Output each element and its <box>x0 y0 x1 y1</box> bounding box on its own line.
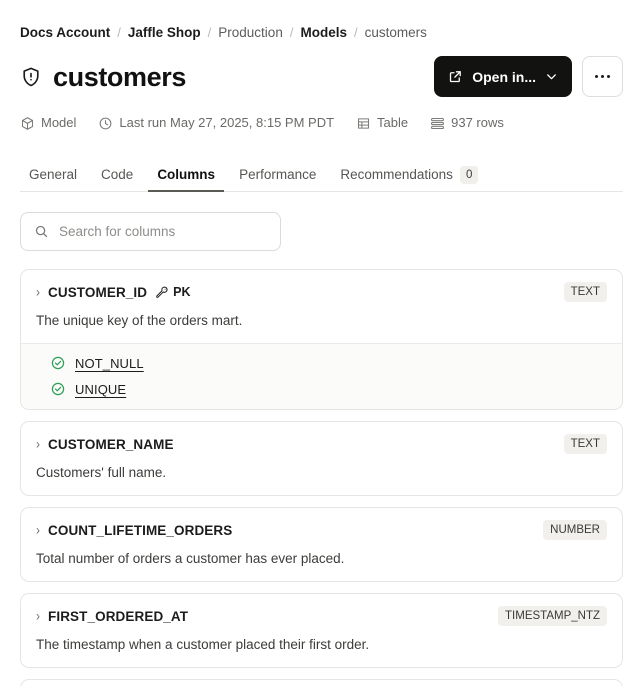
page-header: customers Open in... <box>20 56 623 97</box>
tab-general[interactable]: General <box>20 159 86 192</box>
breadcrumb-separator: / <box>117 25 121 40</box>
breadcrumb: Docs Account / Jaffle Shop / Production / Mode… <box>20 0 623 42</box>
tab-bar: General Code Columns Performance Recommendat… <box>20 159 623 192</box>
column-card-header: › COUNT_LIFETIME_ORDERS NUMBER <box>36 520 607 540</box>
table-icon <box>356 116 371 131</box>
meta-item-cube: Model <box>20 114 76 132</box>
rows-icon <box>430 116 445 131</box>
tab-label: General <box>29 167 78 182</box>
search-input[interactable] <box>59 224 267 239</box>
column-card: › FIRST_ORDERED_AT TIMESTAMP_NTZ The timest… <box>20 593 623 668</box>
column-card-main: › CUSTOMER_ID PK TEXT The unique key of the … <box>21 270 622 343</box>
column-card: › CUSTOMER_ID PK TEXT The unique key of the … <box>20 269 623 410</box>
breadcrumb-item-models[interactable]: Models <box>300 25 347 40</box>
column-name: CUSTOMER_NAME <box>48 436 174 452</box>
cube-icon <box>20 116 35 131</box>
check-circle-icon <box>50 381 66 397</box>
column-name: FIRST_ORDERED_AT <box>48 608 189 624</box>
tab-performance[interactable]: Performance <box>230 159 325 192</box>
tab-columns[interactable]: Columns <box>148 159 225 192</box>
column-description: The timestamp when a customer placed the… <box>36 637 370 652</box>
breadcrumb-item-jaffle-shop[interactable]: Jaffle Shop <box>127 25 201 40</box>
column-tests: NOT_NULL UNIQUE <box>21 343 622 409</box>
clock-icon <box>98 116 113 131</box>
breadcrumb-separator: / <box>289 25 294 40</box>
header-actions: Open in... <box>434 56 623 97</box>
column-card-header: › CUSTOMER_NAME TEXT <box>36 434 607 454</box>
tab-code[interactable]: Code <box>92 159 142 192</box>
column-type-badge: TEXT <box>563 282 607 302</box>
meta-item-table: Table <box>356 114 408 132</box>
chevron-right-icon[interactable]: › <box>36 521 40 539</box>
ellipsis-icon <box>594 74 611 79</box>
column-card-header: › FIRST_ORDERED_AT TIMESTAMP_NTZ <box>36 606 607 626</box>
primary-key-marker: PK <box>155 285 191 299</box>
tab-label: Columns <box>157 167 216 182</box>
tab-recommendations[interactable]: Recommendations 0 <box>331 159 487 192</box>
primary-key-label: PK <box>173 285 191 299</box>
column-search[interactable] <box>20 212 281 251</box>
columns-list: › CUSTOMER_ID PK TEXT The unique key of the … <box>20 269 623 686</box>
tab-label: Performance <box>239 167 317 182</box>
check-circle-icon <box>50 355 66 371</box>
breadcrumb-separator: / <box>207 25 212 40</box>
column-name: CUSTOMER_ID <box>48 284 148 300</box>
meta-label: 937 rows <box>451 115 504 130</box>
shield-alert-icon <box>20 66 42 88</box>
test-link[interactable]: UNIQUE <box>75 381 127 397</box>
meta-label: Last run May 27, 2025, 8:15 PM PDT <box>119 115 335 130</box>
column-identity: › CUSTOMER_ID PK <box>36 285 191 300</box>
model-metadata: Model Last run May 27, 2025, 8:15 PM PDT T… <box>20 114 623 132</box>
column-card: › CUSTOMER_NAME TEXT Customers' full name. <box>20 421 623 496</box>
open-in-label: Open in... <box>472 68 536 85</box>
column-identity: › COUNT_LIFETIME_ORDERS <box>36 523 232 538</box>
meta-item-clock: Last run May 27, 2025, 8:15 PM PDT <box>98 114 334 132</box>
test-link[interactable]: NOT_NULL <box>75 355 144 371</box>
breadcrumb-item-customers: customers <box>364 25 427 40</box>
tab-label: Code <box>101 167 134 182</box>
chevron-right-icon[interactable]: › <box>36 283 40 301</box>
meta-item-rows: 937 rows <box>430 114 504 132</box>
breadcrumb-item-docs-account[interactable]: Docs Account <box>20 25 111 40</box>
breadcrumb-item-production[interactable]: Production <box>218 25 283 40</box>
column-card-main: › CUSTOMER_NAME TEXT Customers' full name. <box>21 422 622 495</box>
column-card-main: › COUNT_LIFETIME_ORDERS NUMBER Total number… <box>21 508 622 581</box>
column-description: Total number of orders a customer has ev… <box>36 551 345 566</box>
column-description: The unique key of the orders mart. <box>36 313 243 328</box>
page-title-group: customers <box>20 61 186 93</box>
breadcrumb-separator: / <box>353 25 358 40</box>
chevron-down-icon <box>545 70 558 83</box>
column-card-main: › FIRST_ORDERED_AT TIMESTAMP_NTZ The timest… <box>21 594 622 667</box>
column-type-badge: TIMESTAMP_NTZ <box>498 606 607 626</box>
more-options-button[interactable] <box>582 56 623 97</box>
search-icon <box>34 224 49 239</box>
tab-badge-count: 0 <box>459 165 479 184</box>
meta-label: Model <box>41 115 77 130</box>
column-identity: › CUSTOMER_NAME <box>36 437 174 452</box>
tab-label: Recommendations <box>340 167 453 182</box>
column-description: Customers' full name. <box>36 465 167 480</box>
chevron-right-icon[interactable]: › <box>36 435 40 453</box>
open-in-button[interactable]: Open in... <box>434 56 572 97</box>
column-type-badge: NUMBER <box>543 520 607 540</box>
test-item: NOT_NULL <box>50 355 607 371</box>
column-name: COUNT_LIFETIME_ORDERS <box>48 522 233 538</box>
key-icon <box>155 285 169 299</box>
meta-label: Table <box>377 115 409 130</box>
page-title: customers <box>53 61 186 92</box>
external-link-icon <box>448 69 463 84</box>
column-identity: › FIRST_ORDERED_AT <box>36 609 188 624</box>
test-item: UNIQUE <box>50 381 607 397</box>
column-card: › COUNT_LIFETIME_ORDERS NUMBER Total number… <box>20 507 623 582</box>
chevron-right-icon[interactable]: › <box>36 607 40 625</box>
column-card-header: › CUSTOMER_ID PK TEXT <box>36 282 607 302</box>
column-type-badge: TEXT <box>563 434 607 454</box>
